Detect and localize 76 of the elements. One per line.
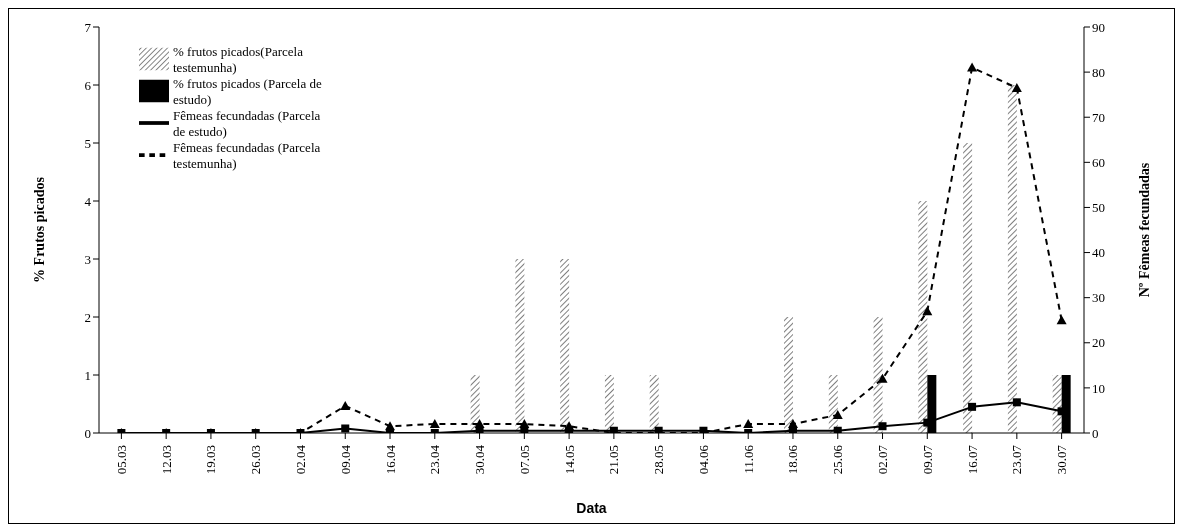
bar bbox=[873, 317, 883, 433]
x-tick-label: 23.07 bbox=[1009, 444, 1025, 475]
point bbox=[1056, 315, 1067, 325]
point bbox=[877, 373, 888, 383]
point bbox=[968, 402, 977, 411]
x-tick-label: 07.05 bbox=[516, 445, 532, 475]
y2-tick-label: 20 bbox=[1092, 335, 1105, 351]
y2-tick-label: 70 bbox=[1092, 109, 1105, 125]
x-tick-label: 12.03 bbox=[158, 445, 174, 475]
y2-tick-label: 90 bbox=[1092, 19, 1105, 35]
y-tick-label: 5 bbox=[84, 135, 91, 151]
point bbox=[833, 426, 842, 433]
y2-tick-label: 0 bbox=[1092, 425, 1099, 441]
x-tick-label: 02.04 bbox=[292, 444, 308, 475]
point bbox=[787, 418, 798, 428]
x-tick-label: 02.07 bbox=[875, 444, 891, 475]
point bbox=[474, 418, 485, 428]
bar bbox=[1007, 85, 1017, 433]
y-tick-label: 1 bbox=[84, 367, 91, 383]
y-tick-label: 3 bbox=[84, 251, 91, 267]
x-tick-label: 30.04 bbox=[472, 444, 488, 475]
bar bbox=[560, 259, 570, 433]
x-axis-title: Data bbox=[576, 500, 607, 516]
x-tick-label: 09.04 bbox=[337, 444, 353, 475]
y-tick-label: 7 bbox=[84, 19, 92, 35]
point bbox=[1012, 398, 1021, 407]
point bbox=[967, 62, 978, 72]
x-tick-label: 16.04 bbox=[382, 444, 398, 475]
x-tick-label: 14.05 bbox=[561, 445, 577, 475]
point bbox=[385, 421, 396, 431]
y-tick-label: 6 bbox=[84, 77, 92, 93]
x-tick-label: 30.07 bbox=[1054, 444, 1070, 475]
y-axis-title: % Frutos picados bbox=[31, 176, 47, 283]
legend-label: Fêmeas fecundadas (Parcela de estudo) bbox=[173, 108, 322, 140]
x-tick-label: 21.05 bbox=[606, 445, 622, 475]
y-tick-label: 2 bbox=[84, 309, 91, 325]
legend-label: Fêmeas fecundadas (Parcela testemunha) bbox=[173, 140, 322, 172]
x-tick-label: 16.07 bbox=[964, 444, 980, 475]
legend-label: % frutos picados (Parcela de estudo) bbox=[173, 76, 323, 108]
x-tick-label: 04.06 bbox=[695, 444, 711, 475]
point bbox=[878, 422, 887, 431]
y2-axis-title: Nº Fêmeas fecundadas bbox=[1136, 162, 1152, 298]
x-tick-label: 19.03 bbox=[203, 445, 219, 475]
y2-tick-label: 50 bbox=[1092, 200, 1105, 216]
point bbox=[922, 306, 933, 316]
y2-tick-label: 30 bbox=[1092, 290, 1105, 306]
point bbox=[519, 418, 530, 428]
y-tick-label: 4 bbox=[84, 193, 92, 209]
x-tick-label: 25.06 bbox=[830, 444, 846, 475]
bar bbox=[927, 375, 937, 433]
x-tick-label: 18.06 bbox=[785, 444, 801, 475]
bar bbox=[963, 143, 973, 433]
y2-tick-label: 80 bbox=[1092, 64, 1105, 80]
y2-tick-label: 10 bbox=[1092, 380, 1105, 396]
point bbox=[429, 418, 440, 428]
y-tick-label: 0 bbox=[84, 425, 91, 441]
point bbox=[341, 424, 350, 433]
x-tick-label: 11.06 bbox=[740, 444, 756, 474]
legend-label: % frutos picados(Parcela testemunha) bbox=[173, 44, 304, 76]
point bbox=[1011, 82, 1022, 92]
y2-tick-label: 60 bbox=[1092, 154, 1105, 170]
bar bbox=[784, 317, 794, 433]
x-tick-label: 09.07 bbox=[919, 444, 935, 475]
point bbox=[832, 409, 843, 419]
y2-tick-label: 40 bbox=[1092, 245, 1105, 261]
point bbox=[743, 418, 754, 428]
bar bbox=[1052, 375, 1062, 433]
bar bbox=[918, 201, 928, 433]
x-tick-label: 28.05 bbox=[651, 445, 667, 475]
bar bbox=[1061, 375, 1071, 433]
bar bbox=[515, 259, 525, 433]
x-tick-label: 05.03 bbox=[113, 445, 129, 475]
x-tick-label: 26.03 bbox=[248, 445, 264, 475]
point bbox=[564, 421, 575, 431]
x-tick-label: 23.04 bbox=[427, 444, 443, 475]
point bbox=[340, 400, 351, 410]
